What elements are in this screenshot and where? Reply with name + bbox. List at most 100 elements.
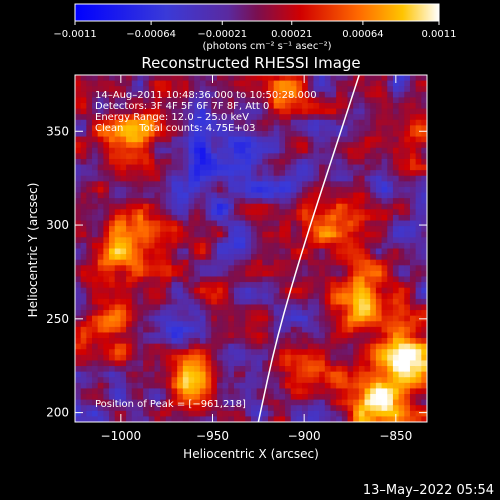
heatmap-cell — [160, 416, 167, 422]
heatmap-cell — [97, 321, 104, 328]
heatmap-cell — [398, 293, 405, 300]
heatmap-cell — [381, 259, 388, 266]
heatmap-cell — [154, 164, 161, 171]
heatmap-cell — [251, 276, 258, 283]
heatmap-cell — [188, 276, 195, 283]
heatmap-cell — [137, 237, 144, 244]
heatmap-cell — [109, 170, 116, 177]
heatmap-cell — [353, 186, 360, 194]
heatmap-cell — [86, 399, 93, 406]
heatmap-cell — [222, 164, 229, 171]
heatmap-cell — [273, 410, 280, 418]
heatmap-cell — [336, 293, 343, 300]
heatmap-cell — [341, 276, 349, 283]
heatmap-cell — [188, 338, 195, 345]
heatmap-cell — [296, 136, 303, 143]
heatmap-cell — [188, 326, 195, 334]
heatmap-cell — [392, 360, 400, 367]
heatmap-cell — [154, 259, 161, 266]
heatmap-cell — [245, 410, 252, 418]
heatmap-cell — [262, 231, 269, 238]
heatmap-cell — [387, 332, 394, 339]
heatmap-cell — [398, 226, 405, 233]
solar-limb-curve — [257, 75, 360, 422]
heatmap-cell — [148, 80, 156, 87]
heatmap-cell — [268, 175, 275, 182]
heatmap-cell — [302, 377, 309, 384]
heatmap-cell — [86, 214, 93, 222]
heatmap-cell — [171, 119, 178, 126]
heatmap-cell — [404, 170, 411, 177]
heatmap-cell — [358, 75, 366, 82]
heatmap-cell — [370, 276, 377, 283]
heatmap-cell — [86, 136, 93, 143]
heatmap-cell — [381, 97, 388, 104]
heatmap-cell — [222, 293, 229, 300]
heatmap-cell — [211, 147, 218, 154]
heatmap-cell — [182, 371, 190, 378]
heatmap-cell — [279, 377, 286, 384]
heatmap-cell — [307, 209, 315, 216]
heatmap-cell — [126, 226, 133, 233]
heatmap-cell — [307, 326, 315, 334]
heatmap-cell — [421, 293, 427, 300]
heatmap-cell — [381, 130, 388, 138]
heatmap-cell — [199, 366, 207, 373]
heatmap-cell — [307, 231, 315, 238]
heatmap-cell — [114, 371, 122, 378]
heatmap-cell — [268, 394, 275, 401]
heatmap-cell — [398, 282, 405, 289]
heatmap-cell — [171, 293, 178, 300]
heatmap-cell — [290, 97, 298, 104]
heatmap-cell — [251, 192, 258, 199]
heatmap-cell — [211, 214, 218, 222]
heatmap-cell — [160, 371, 167, 378]
heatmap-cell — [228, 186, 235, 194]
heatmap-cell — [387, 153, 394, 160]
heatmap-cell — [80, 130, 87, 138]
heatmap-cell — [347, 360, 354, 367]
heatmap-cell — [324, 220, 332, 227]
heatmap-cell — [205, 153, 212, 160]
heatmap-cell — [330, 164, 337, 171]
heatmap-cell — [120, 349, 127, 356]
heatmap-cell — [80, 332, 87, 339]
heatmap-cell — [228, 354, 235, 362]
heatmap-cell — [120, 153, 127, 160]
heatmap-cell — [131, 382, 139, 390]
heatmap-cell — [148, 366, 156, 373]
heatmap-cell — [75, 75, 82, 82]
heatmap-cell — [228, 142, 235, 149]
heatmap-cell — [165, 399, 173, 406]
heatmap-cell — [103, 175, 110, 182]
heatmap-cell — [364, 214, 371, 222]
heatmap-cell — [273, 298, 280, 306]
heatmap-cell — [120, 248, 127, 255]
heatmap-cell — [251, 366, 258, 373]
heatmap-cell — [120, 377, 127, 384]
heatmap-cell — [347, 158, 354, 166]
heatmap-cell — [296, 158, 303, 166]
heatmap-cell — [268, 86, 275, 93]
heatmap-cell — [364, 231, 371, 238]
heatmap-cell — [285, 360, 292, 367]
heatmap-cell — [375, 153, 383, 160]
heatmap-cell — [302, 164, 309, 171]
heatmap-cell — [182, 270, 190, 278]
heatmap-cell — [182, 382, 190, 390]
heatmap-cell — [370, 91, 377, 98]
heatmap-cell — [404, 366, 411, 373]
heatmap-cell — [375, 214, 383, 222]
heatmap-cell — [103, 388, 110, 395]
heatmap-cell — [341, 237, 349, 244]
heatmap-cell — [245, 170, 252, 177]
heatmap-cell — [324, 360, 332, 367]
heatmap-cell — [177, 237, 184, 244]
heatmap-cell — [370, 203, 377, 210]
heatmap-cell — [188, 114, 195, 121]
heatmap-cell — [103, 136, 110, 143]
heatmap-cell — [387, 377, 394, 384]
heatmap-cell — [387, 276, 394, 283]
heatmap-cell — [120, 209, 127, 216]
heatmap-cell — [324, 108, 332, 115]
